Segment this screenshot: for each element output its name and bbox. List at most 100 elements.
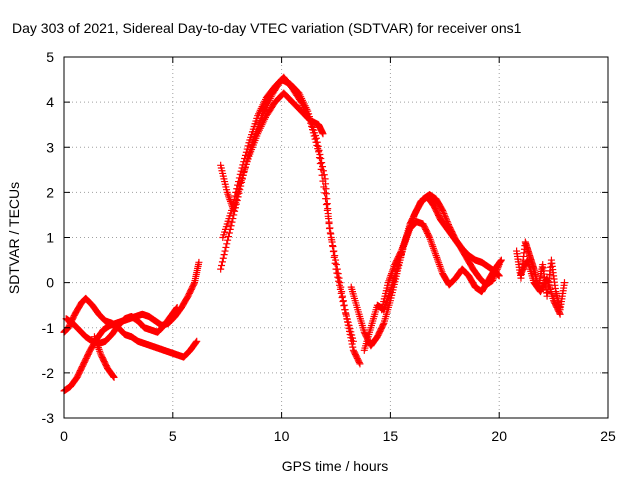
data-point-fill [349, 334, 357, 342]
data-point-fill [335, 277, 343, 285]
data-point-fill [317, 165, 325, 173]
data-point-fill [318, 171, 326, 179]
data-point-fill [326, 224, 334, 232]
data-point-fill [241, 151, 249, 159]
data-point-fill [322, 201, 330, 209]
y-tick-label: -3 [42, 410, 55, 426]
y-tick-label: -2 [42, 365, 55, 381]
y-tick-label: 0 [46, 275, 54, 291]
data-point [173, 303, 181, 311]
data-point-fill [344, 318, 352, 326]
series-track-e [217, 76, 364, 368]
y-tick-label: 2 [46, 184, 54, 200]
data-point-fill [312, 138, 320, 146]
data-point [356, 360, 364, 368]
data-point-fill [442, 214, 450, 222]
data-point [319, 130, 327, 138]
data-point-fill [340, 302, 348, 310]
series-track-j [378, 193, 503, 314]
data-point [349, 337, 357, 345]
data-point-fill [310, 132, 318, 140]
data-point-fill [439, 208, 447, 216]
y-tick-label: 1 [46, 230, 54, 246]
data-point-fill [324, 212, 332, 220]
data-point-fill [325, 218, 333, 226]
y-tick-label: 3 [46, 139, 54, 155]
data-point-fill [172, 304, 180, 312]
data-point [497, 256, 505, 264]
data-point-fill [330, 253, 338, 261]
data-point-fill [227, 222, 235, 230]
data-point-fill [425, 232, 433, 240]
data-point-fill [338, 294, 346, 302]
data-point-fill [334, 273, 342, 281]
data-point-fill [441, 213, 449, 221]
y-tick-label: 5 [46, 49, 54, 65]
data-point-fill [316, 159, 324, 167]
data-point-fill [221, 247, 229, 255]
data-point-fill [223, 240, 231, 248]
data-point-fill [343, 315, 351, 323]
series-track-g [217, 89, 327, 214]
data-point-fill [222, 243, 230, 251]
y-axis-label: SDTVAR / TECUs [6, 182, 22, 294]
data-point-fill [225, 233, 233, 241]
data-point-fill [345, 321, 353, 329]
data-point-fill [321, 189, 329, 197]
data-point [489, 276, 497, 284]
data-point-fill [315, 154, 323, 162]
axes: 0 5 10 15 20 25 -3 -2 -1 0 1 2 3 4 5 [42, 49, 616, 444]
data-point-fill [224, 236, 232, 244]
data-point-fill [190, 280, 198, 288]
data-point-fill [441, 211, 449, 219]
data-point-fill [329, 242, 337, 250]
data-point-fill [308, 126, 316, 134]
data-point [560, 279, 568, 287]
data-point-fill [322, 195, 330, 203]
x-tick-label: 20 [491, 428, 507, 444]
data-point-fill [339, 298, 347, 306]
data-point-fill [309, 129, 317, 137]
data-point-fill [228, 218, 236, 226]
data-point [195, 258, 203, 266]
data-point-fill [331, 259, 339, 267]
data-point-fill [489, 275, 497, 283]
data-point-fill [397, 248, 405, 256]
y-tick-label: -1 [42, 320, 55, 336]
data-point-fill [349, 343, 357, 351]
grid [64, 57, 608, 418]
data-point-fill [220, 251, 228, 259]
data-point [341, 306, 349, 314]
data-point-fill [320, 183, 328, 191]
data-point-fill [342, 309, 350, 317]
series-track-d [90, 333, 118, 381]
series-track-b [60, 258, 203, 395]
data-point-fill [218, 258, 226, 266]
y-tick-label: 4 [46, 94, 54, 110]
data-point-fill [493, 265, 501, 273]
data-point-fill [492, 268, 500, 276]
data-point [225, 229, 233, 237]
data-point-fill [555, 309, 563, 317]
data-point-fill [335, 281, 343, 289]
x-tick-label: 5 [169, 428, 177, 444]
data-point [110, 373, 118, 381]
x-tick-label: 15 [383, 428, 399, 444]
data-point-fill [342, 312, 350, 320]
data-point-fill [491, 272, 499, 280]
data-point [193, 337, 201, 345]
x-tick-label: 10 [274, 428, 290, 444]
data-point-fill [337, 289, 345, 297]
data-point-fill [319, 177, 327, 185]
data-point-fill [333, 269, 341, 277]
data-point-fill [318, 159, 326, 167]
data-point [439, 206, 447, 214]
series-track-f [219, 73, 357, 345]
data-point-fill [328, 236, 336, 244]
data-point-fill [379, 321, 387, 329]
x-tick-label: 25 [600, 428, 616, 444]
data-point-fill [219, 254, 227, 262]
data-point-fill [348, 331, 356, 339]
data-point-fill [494, 264, 502, 272]
data-point-fill [218, 261, 226, 269]
